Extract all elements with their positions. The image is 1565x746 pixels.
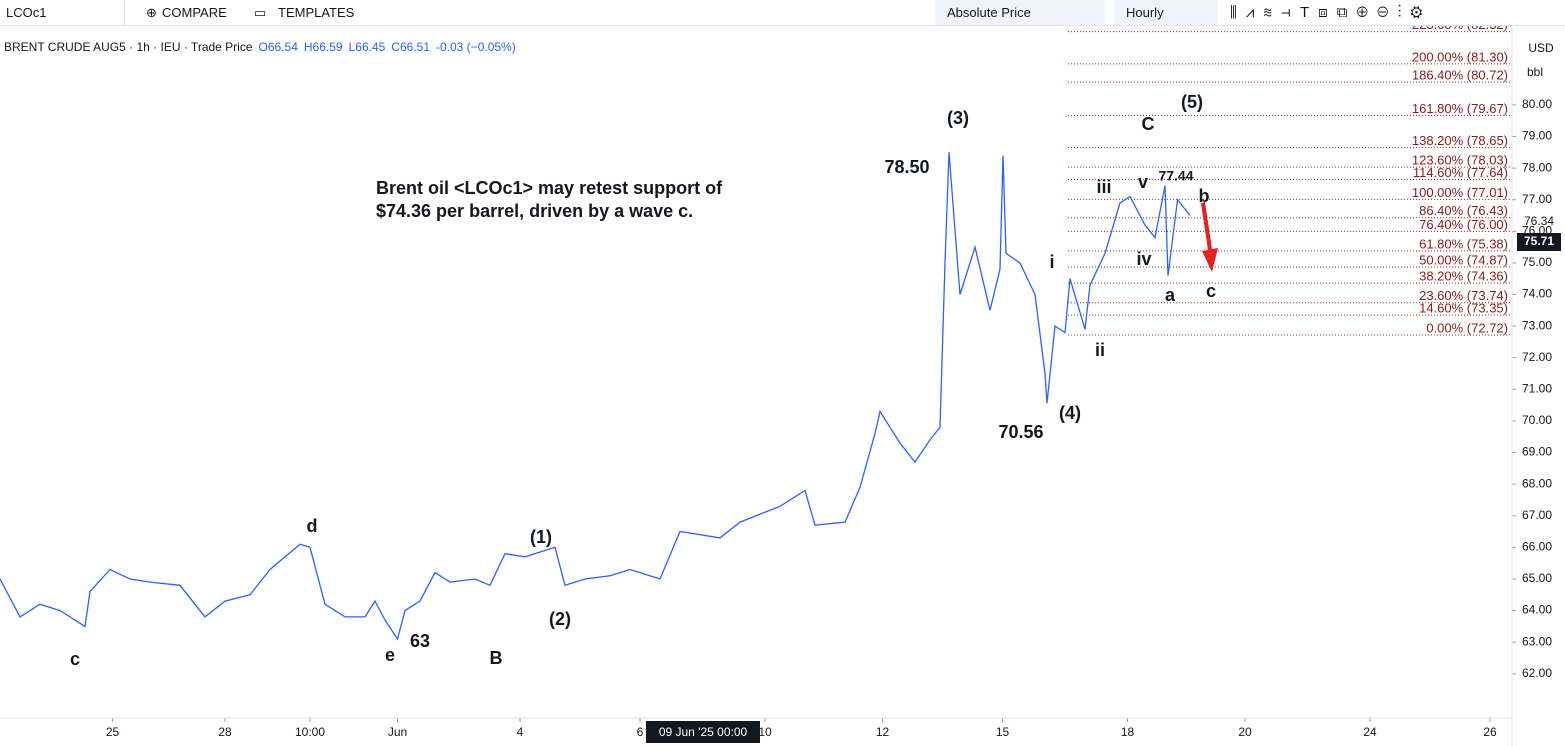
x-tick-label: 20 — [1238, 725, 1252, 739]
legend-close: C66.51 — [391, 40, 430, 54]
fib-label: 38.20% (74.36) — [1419, 269, 1508, 284]
y-tick-label: 68.00 — [1522, 476, 1552, 490]
wave-label: c — [70, 649, 80, 669]
wave-label: d — [307, 516, 318, 536]
y-tick-label: 72.00 — [1522, 350, 1552, 364]
fib-label: 50.00% (74.87) — [1419, 252, 1508, 267]
y-tick-label: 77.00 — [1522, 192, 1552, 206]
fib-label: 61.80% (75.38) — [1419, 236, 1508, 251]
x-tick-label: 26 — [1483, 725, 1497, 739]
wave-label: C — [1142, 114, 1155, 134]
y-tick-label: 69.00 — [1522, 445, 1552, 459]
scale-dropdown[interactable]: Absolute Price — [935, 0, 1105, 25]
y-tick-label: 78.00 — [1522, 160, 1552, 174]
arrow — [1201, 202, 1218, 272]
wave-label: (2) — [549, 609, 571, 629]
fib-label: 161.80% (79.67) — [1412, 101, 1508, 116]
fib-label: 114.60% (77.64) — [1413, 165, 1508, 180]
x-tick-label: 6 — [637, 725, 644, 739]
y-tick-label: 75.00 — [1522, 255, 1552, 269]
x-tick-label: 10 — [758, 725, 772, 739]
legend: BRENT CRUDE AUG5 · 1h · IEU · Trade Pric… — [4, 40, 516, 54]
legend-open: O66.54 — [258, 40, 298, 54]
wave-label: i — [1049, 252, 1054, 272]
unit[interactable]: bbl — [1527, 65, 1543, 79]
x-tick-label: 10:00 — [295, 725, 325, 739]
interval-dropdown[interactable]: Hourly — [1114, 0, 1218, 25]
fib-label: 0.00% (72.72) — [1426, 320, 1508, 335]
compare-button[interactable]: COMPARE — [162, 5, 227, 20]
fib-label: 123.60% (78.03) — [1412, 153, 1508, 168]
currency[interactable]: USD — [1528, 41, 1554, 55]
x-tick-label: 4 — [517, 725, 524, 739]
price-marker: 76.34 — [1524, 214, 1554, 228]
legend-low: L66.45 — [348, 40, 386, 54]
y-tick-label: 74.00 — [1522, 287, 1552, 301]
y-tick-label: 66.00 — [1522, 540, 1552, 554]
tool-icons[interactable]: ⫼⩘≋⊣T⧈⧉⊕⊖⋮⚙ — [1230, 4, 1432, 21]
y-tick-label: 65.00 — [1522, 571, 1552, 585]
x-tick-label: 28 — [218, 725, 232, 739]
x-tick-label: 12 — [876, 725, 890, 739]
wave-label: (5) — [1181, 92, 1203, 112]
last-price-box — [1517, 233, 1561, 251]
wave-label: (3) — [947, 108, 969, 128]
last-price: 75.71 — [1524, 234, 1554, 248]
wave-label: (4) — [1059, 403, 1081, 423]
wave-label: 70.56 — [998, 422, 1043, 442]
x-tick-label: 25 — [106, 725, 120, 739]
y-tick-label: 79.00 — [1522, 129, 1552, 143]
y-tick-label: 73.00 — [1522, 318, 1552, 332]
x-tick-label: 24 — [1363, 725, 1377, 739]
x-tick-label: Jun — [388, 725, 407, 739]
toolbar: LCOc1 COMPARE ⊕ ▭ TEMPLATES Absolute Pri… — [0, 0, 1565, 26]
fib-label: 86.40% (76.43) — [1419, 203, 1508, 218]
y-tick-label: 70.00 — [1522, 413, 1552, 427]
wave-label: 78.50 — [884, 157, 929, 177]
y-tick-label: 67.00 — [1522, 508, 1552, 522]
fib-label: 23.60% (73.74) — [1419, 288, 1508, 303]
legend-change: -0.03 (−0.05%) — [436, 40, 516, 54]
wave-label: a — [1165, 285, 1176, 305]
fib-label: 138.20% (78.65) — [1412, 133, 1508, 148]
crosshair-label: 09 Jun '25 00:00 — [659, 725, 748, 739]
wave-label: b — [1199, 186, 1210, 206]
annotation: Brent oil <LCOc1> may retest support of — [376, 178, 723, 198]
symbol-search[interactable]: LCOc1 — [6, 0, 125, 25]
wave-label: 63 — [410, 631, 430, 651]
annotation: $74.36 per barrel, driven by a wave c. — [376, 201, 693, 221]
wave-label: (1) — [530, 527, 552, 547]
crosshair-box — [646, 721, 760, 743]
fib-label: 14.60% (73.35) — [1419, 301, 1508, 316]
legend-name: BRENT CRUDE AUG5 · 1h · IEU · Trade Pric… — [4, 40, 253, 54]
wave-label: e — [385, 645, 395, 665]
price-line — [0, 152, 1191, 641]
plot: 62.00 63.00 64.00 65.00 66.00 67.00 68.00 69.00… — [0, 17, 1552, 739]
y-tick-label: 62.00 — [1522, 666, 1552, 680]
templates-button[interactable]: TEMPLATES — [278, 5, 355, 20]
fib-label: 200.00% (81.30) — [1412, 49, 1508, 64]
x-tick-label: 15 — [996, 725, 1010, 739]
wave-label: iv — [1136, 249, 1151, 269]
wave-label: iii — [1096, 177, 1111, 197]
wave-label: 77.44 — [1158, 168, 1193, 184]
y-tick-label: 63.00 — [1522, 634, 1552, 648]
wave-label: v — [1138, 172, 1148, 192]
y-tick-label: 64.00 — [1522, 603, 1552, 617]
y-tick-label: 80.00 — [1522, 97, 1552, 111]
fib-label: 186.40% (80.72) — [1412, 68, 1508, 83]
wave-label: B — [490, 648, 503, 668]
y-tick-label: 71.00 — [1522, 382, 1552, 396]
x-tick-label: 18 — [1121, 725, 1135, 739]
fib-label: 100.00% (77.01) — [1412, 185, 1508, 200]
wave-label: c — [1206, 281, 1216, 301]
wave-label: ii — [1095, 340, 1105, 360]
legend-high: H66.59 — [303, 40, 343, 54]
fib-label: 76.40% (76.00) — [1419, 217, 1508, 232]
